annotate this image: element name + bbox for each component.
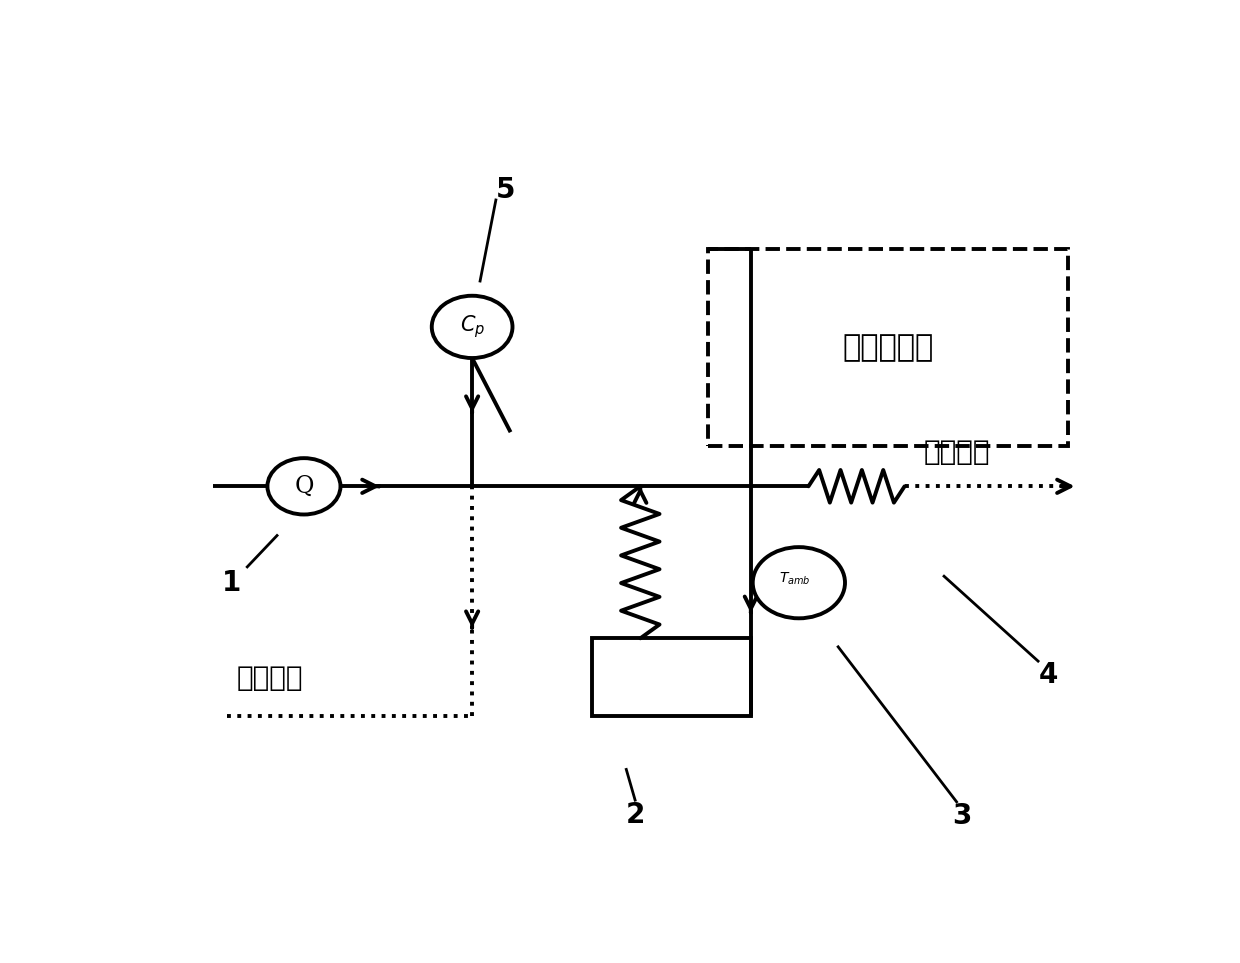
Circle shape bbox=[432, 296, 512, 358]
Text: 导出热流: 导出热流 bbox=[924, 437, 991, 465]
Text: Q: Q bbox=[294, 475, 314, 498]
Bar bbox=[708, 249, 1068, 446]
Text: $C_p$: $C_p$ bbox=[460, 314, 485, 340]
Text: 热管理模块: 热管理模块 bbox=[842, 333, 934, 362]
Text: 1: 1 bbox=[222, 569, 242, 597]
Text: 导入热流: 导入热流 bbox=[237, 664, 304, 692]
Text: 5: 5 bbox=[496, 175, 516, 204]
Text: $T_{amb}$: $T_{amb}$ bbox=[779, 571, 811, 587]
Text: 3: 3 bbox=[952, 802, 972, 830]
Circle shape bbox=[268, 458, 341, 514]
Text: 4: 4 bbox=[1039, 662, 1059, 690]
Bar bbox=[593, 638, 750, 716]
Circle shape bbox=[753, 547, 844, 618]
Text: 2: 2 bbox=[626, 801, 645, 829]
